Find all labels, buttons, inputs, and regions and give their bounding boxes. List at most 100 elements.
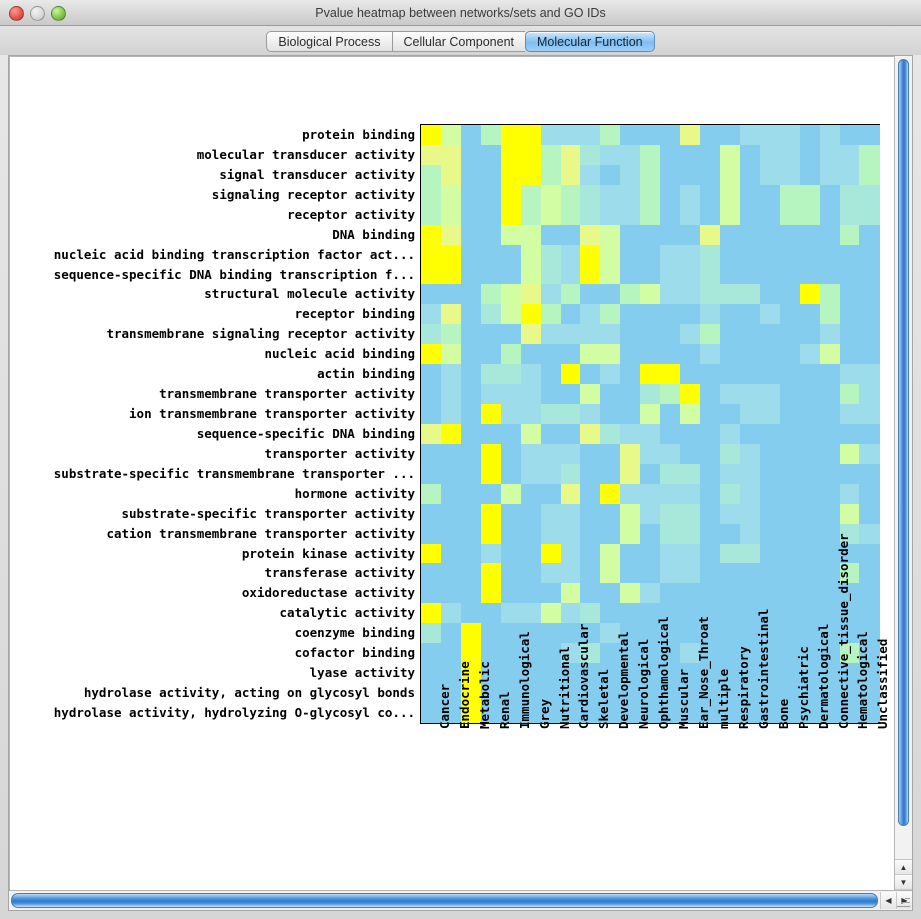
heatmap-cell[interactable] (779, 224, 801, 246)
heatmap-cell[interactable] (700, 463, 721, 485)
heatmap-cell[interactable] (600, 643, 621, 664)
heatmap-cell[interactable] (480, 404, 502, 425)
heatmap-cell[interactable] (440, 623, 462, 644)
scroll-right-icon[interactable]: ▶ (896, 892, 912, 909)
heatmap-cell[interactable] (520, 264, 542, 285)
heatmap-cell[interactable] (819, 304, 841, 325)
heatmap-cell[interactable] (620, 683, 641, 704)
heatmap-cell[interactable] (440, 144, 462, 166)
heatmap-cell[interactable] (700, 144, 721, 166)
heatmap-cell[interactable] (460, 184, 482, 206)
heatmap-cell[interactable] (600, 164, 621, 186)
heatmap-cell[interactable] (620, 324, 641, 345)
heatmap-cell[interactable] (580, 144, 601, 166)
heatmap-cell[interactable] (560, 702, 581, 724)
heatmap-cell[interactable] (520, 364, 542, 385)
heatmap-cell[interactable] (560, 284, 581, 305)
heatmap-cell[interactable] (719, 463, 741, 485)
heatmap-cell[interactable] (700, 184, 721, 206)
heatmap-cell[interactable] (839, 304, 860, 325)
heatmap-cell[interactable] (421, 224, 442, 246)
heatmap-cell[interactable] (580, 204, 601, 226)
heatmap-cell[interactable] (560, 423, 581, 445)
heatmap-cell[interactable] (460, 563, 482, 584)
heatmap-cell[interactable] (859, 443, 880, 465)
heatmap-cell[interactable] (700, 483, 721, 505)
heatmap-cell[interactable] (440, 523, 462, 545)
heatmap-cell[interactable] (460, 603, 482, 624)
heatmap-cell[interactable] (580, 663, 601, 684)
heatmap-cell[interactable] (500, 384, 522, 405)
heatmap-cell[interactable] (819, 683, 841, 704)
heatmap-cell[interactable] (819, 264, 841, 285)
heatmap-cell[interactable] (480, 702, 502, 724)
heatmap-cell[interactable] (739, 583, 761, 604)
tab-molecular-function[interactable]: Molecular Function (525, 31, 655, 52)
heatmap-cell[interactable] (660, 244, 681, 265)
heatmap-cell[interactable] (620, 543, 641, 564)
heatmap-cell[interactable] (799, 184, 821, 206)
heatmap-cell[interactable] (560, 643, 581, 664)
heatmap-cell[interactable] (460, 463, 482, 485)
heatmap-cell[interactable] (620, 702, 641, 724)
heatmap-cell[interactable] (839, 543, 860, 564)
heatmap-cell[interactable] (500, 125, 522, 146)
heatmap-cell[interactable] (560, 324, 581, 345)
heatmap-cell[interactable] (660, 204, 681, 226)
heatmap-cell[interactable] (520, 125, 542, 146)
heatmap-cell[interactable] (540, 184, 561, 206)
heatmap-cell[interactable] (580, 423, 601, 445)
heatmap-cell[interactable] (500, 643, 522, 664)
heatmap-cell[interactable] (580, 224, 601, 246)
heatmap-cell[interactable] (759, 483, 781, 505)
heatmap-cell[interactable] (600, 623, 621, 644)
heatmap-cell[interactable] (620, 443, 641, 465)
heatmap-cell[interactable] (440, 423, 462, 445)
heatmap-cell[interactable] (640, 404, 661, 425)
heatmap-cell[interactable] (719, 164, 741, 186)
heatmap-cell[interactable] (779, 304, 801, 325)
heatmap-cell[interactable] (660, 384, 681, 405)
heatmap-cell[interactable] (739, 244, 761, 265)
heatmap-cell[interactable] (859, 204, 880, 226)
heatmap-cell[interactable] (440, 463, 462, 485)
heatmap-cell[interactable] (580, 623, 601, 644)
heatmap-cell[interactable] (421, 683, 442, 704)
heatmap-cell[interactable] (719, 483, 741, 505)
heatmap-cell[interactable] (739, 364, 761, 385)
heatmap-cell[interactable] (739, 623, 761, 644)
heatmap-cell[interactable] (719, 443, 741, 465)
heatmap-cell[interactable] (719, 683, 741, 704)
heatmap-cell[interactable] (859, 364, 880, 385)
heatmap-cell[interactable] (739, 603, 761, 624)
heatmap-cell[interactable] (620, 224, 641, 246)
heatmap-cell[interactable] (440, 304, 462, 325)
heatmap-cell[interactable] (480, 324, 502, 345)
heatmap-cell[interactable] (520, 523, 542, 545)
heatmap-cell[interactable] (799, 643, 821, 664)
heatmap-cell[interactable] (779, 164, 801, 186)
heatmap-cell[interactable] (680, 304, 701, 325)
heatmap-cell[interactable] (799, 164, 821, 186)
heatmap-cell[interactable] (480, 543, 502, 564)
heatmap-cell[interactable] (739, 423, 761, 445)
heatmap-cell[interactable] (540, 364, 561, 385)
heatmap-cell[interactable] (719, 663, 741, 684)
heatmap-cell[interactable] (660, 603, 681, 624)
heatmap-cell[interactable] (719, 563, 741, 584)
heatmap-cell[interactable] (480, 443, 502, 465)
heatmap-cell[interactable] (480, 384, 502, 405)
heatmap-cell[interactable] (620, 304, 641, 325)
heatmap-cell[interactable] (500, 423, 522, 445)
heatmap-cell[interactable] (799, 603, 821, 624)
heatmap-cell[interactable] (759, 523, 781, 545)
heatmap-cell[interactable] (640, 125, 661, 146)
heatmap-cell[interactable] (859, 125, 880, 146)
heatmap-cell[interactable] (719, 503, 741, 525)
heatmap-cell[interactable] (660, 364, 681, 385)
heatmap-cell[interactable] (560, 304, 581, 325)
heatmap-cell[interactable] (540, 204, 561, 226)
heatmap-cell[interactable] (739, 264, 761, 285)
heatmap-cell[interactable] (700, 443, 721, 465)
heatmap-cell[interactable] (500, 463, 522, 485)
